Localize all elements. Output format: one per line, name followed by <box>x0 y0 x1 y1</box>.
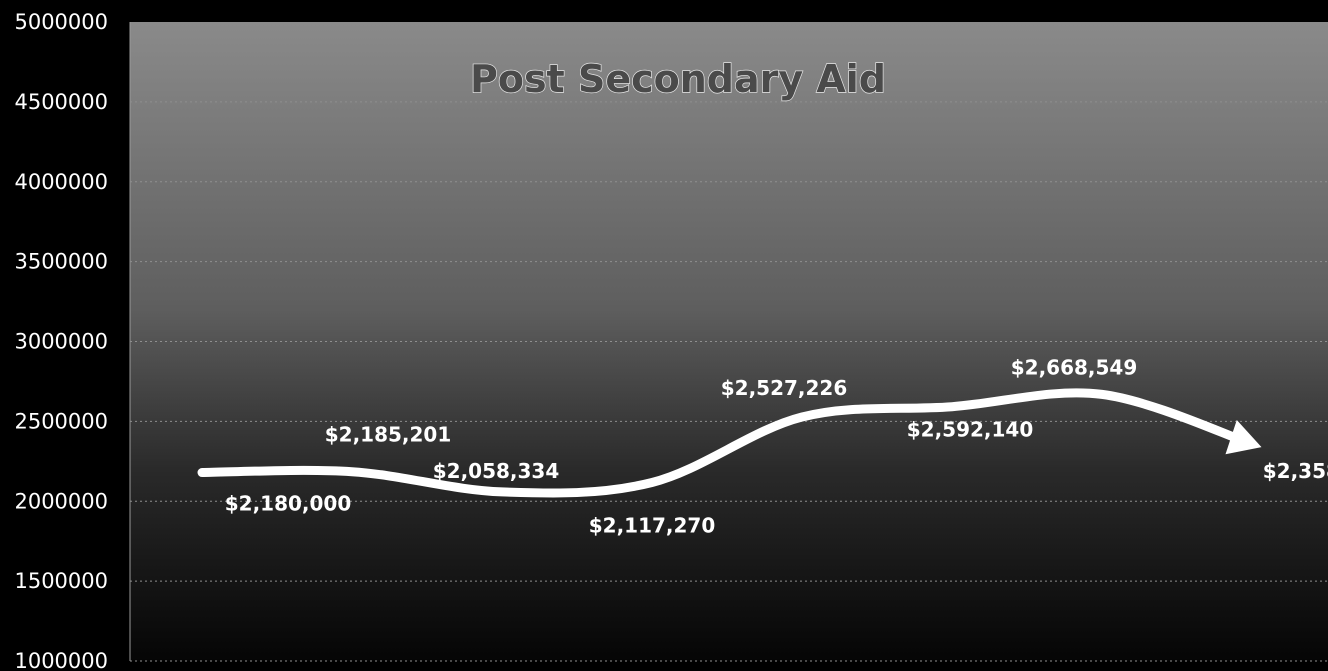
data-label: $2,358,343 <box>1263 459 1328 483</box>
y-tick-label: 2000000 <box>14 489 108 513</box>
data-label: $2,185,201 <box>325 423 452 447</box>
y-tick-label: 4000000 <box>14 170 108 194</box>
data-label: $2,058,334 <box>433 459 560 483</box>
y-tick-label: 1500000 <box>14 569 108 593</box>
data-label: $2,592,140 <box>907 418 1034 442</box>
y-tick-label: 1000000 <box>14 649 108 671</box>
y-tick-label: 4500000 <box>14 90 108 114</box>
y-tick-label: 5000000 <box>14 10 108 34</box>
data-label: $2,117,270 <box>589 514 716 538</box>
chart-title: Post Secondary Aid <box>470 57 886 101</box>
data-labels: $2,180,000 $2,185,201 $2,058,334 $2,117,270… <box>225 355 1328 537</box>
y-tick-label: 3000000 <box>14 330 108 354</box>
series-arrowhead <box>1225 420 1262 455</box>
series-line-group <box>197 388 1262 498</box>
series-line <box>197 388 1257 498</box>
data-label: $2,668,549 <box>1011 355 1138 379</box>
y-axis-tick-labels: 5000000 4500000 4000000 3500000 3000000 25000… <box>14 10 108 671</box>
data-label: $2,180,000 <box>225 492 352 516</box>
data-label: $2,527,226 <box>721 376 848 400</box>
y-tick-label: 2500000 <box>14 409 108 433</box>
plot-area <box>130 22 1328 661</box>
y-tick-label: 3500000 <box>14 250 108 274</box>
